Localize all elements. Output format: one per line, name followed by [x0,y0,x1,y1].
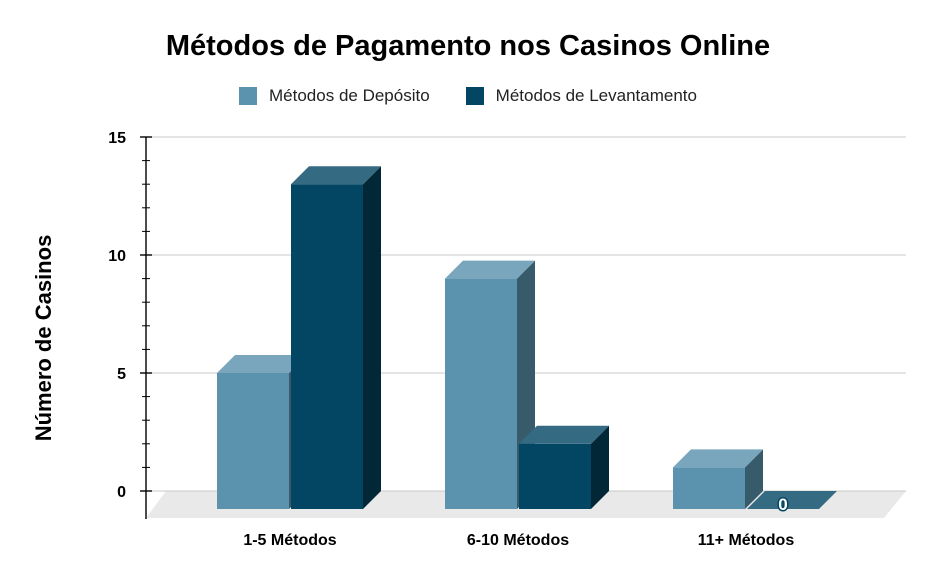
bar-top-s1-c0 [291,166,381,185]
bar-top-s1-c1 [519,425,609,444]
bar-top-s0-c1 [445,260,535,279]
bar-front-s0-c2 [673,467,745,509]
bar-front-s0-c0 [217,373,289,509]
chart-title: Métodos de Pagamento nos Casinos Online [165,30,771,62]
x-tick-label-0: 1-5 Métodos [243,532,336,549]
data-label: 0 [778,495,787,514]
y-tick-label: 5 [117,366,126,383]
x-tick-label-1: 6-10 Métodos [467,532,569,549]
bar-top-s0-c0 [217,355,307,373]
legend-item-deposit: Métodos de Depósito [239,86,430,106]
bar-top-s0-c2 [673,449,763,468]
bar-front-s1-c1 [519,443,591,509]
bar-side-s1-c1 [591,425,609,509]
legend-label-deposit: Métodos de Depósito [269,86,430,105]
legend: Métodos de Depósito Métodos de Levantame… [0,86,936,106]
bar-top-s1-c2 [747,491,837,509]
bar-side-s0-c2 [745,449,763,509]
bar-side-s1-c0 [363,166,381,509]
bar-front-s1-c0 [291,184,363,509]
y-tick-label: 0 [117,484,126,501]
x-tick-label-2: 11+ Métodos [698,532,795,549]
legend-item-withdrawal: Métodos de Levantamento [465,86,697,106]
legend-swatch-deposit [239,87,258,105]
legend-swatch-withdrawal [465,87,484,105]
bar-front-s0-c1 [445,278,517,509]
y-tick-label: 15 [108,130,126,147]
y-tick-label: 10 [108,248,126,265]
legend-label-withdrawal: Métodos de Levantamento [495,86,697,105]
